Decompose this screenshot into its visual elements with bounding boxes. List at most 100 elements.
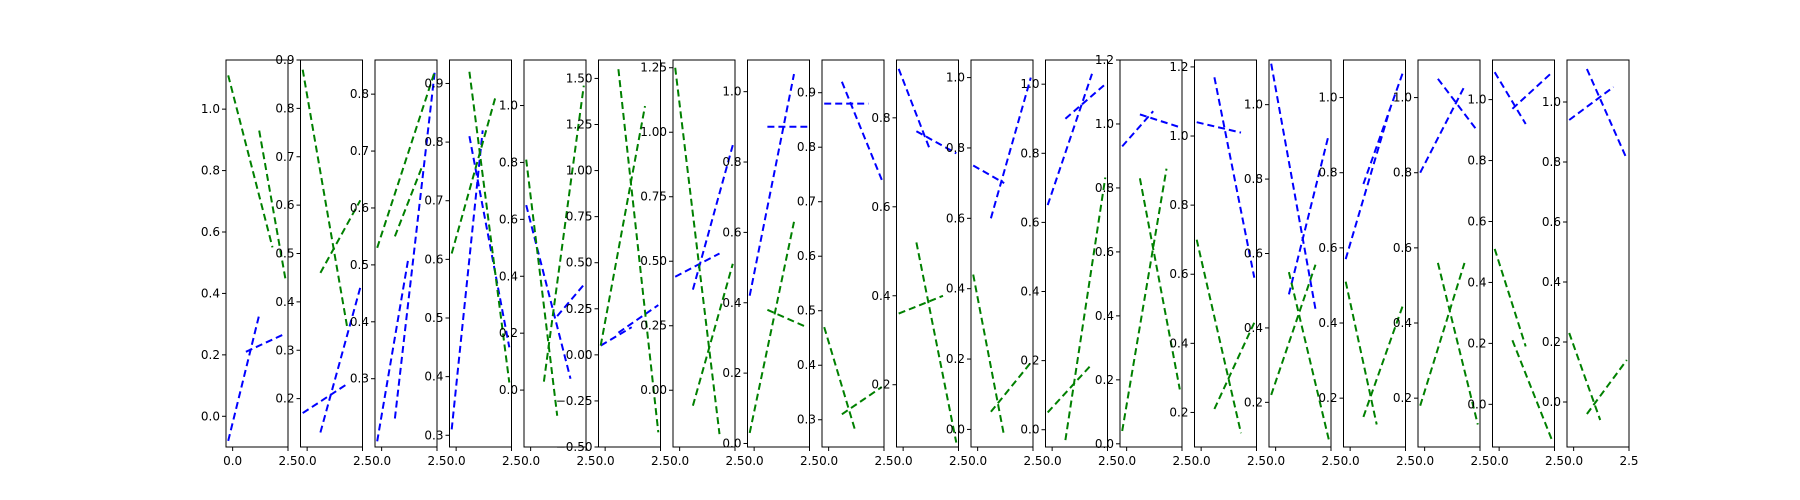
series-line-1-segment-1	[1568, 86, 1615, 121]
y-tick-label: 0.2	[1169, 405, 1188, 419]
x-tick-label: 0.0	[968, 454, 987, 468]
y-tick-label: 0.8	[424, 135, 443, 149]
y-tick-label: 0.4	[201, 286, 220, 300]
series-line-2-segment-2	[1511, 339, 1554, 442]
y-tick-label: 0.2	[1318, 391, 1337, 405]
series-line-2-segment-2	[1213, 322, 1256, 410]
y-tick-label: 0.6	[797, 249, 816, 263]
series-line-2-segment-1	[972, 274, 1006, 437]
x-tick-label: 2.5	[353, 454, 372, 468]
y-tick-label: 1.25	[640, 61, 667, 75]
y-tick-label: 0.4	[722, 296, 741, 310]
y-tick-label: 0.6	[1393, 241, 1412, 255]
y-tick-label: 0.6	[350, 201, 369, 215]
y-tick-label: 0.2	[1020, 354, 1039, 368]
series-line-2-segment-2	[542, 85, 585, 382]
series-line-2-segment-2	[319, 199, 362, 274]
series-line-1-segment-1	[1196, 121, 1242, 134]
series-line-1-segment-2	[1139, 113, 1181, 129]
series-line-2-segment-1	[1121, 168, 1168, 432]
series-line-2-segment-1	[1344, 281, 1378, 425]
y-tick-label: 0.0	[722, 436, 741, 450]
y-tick-label: 0.2	[722, 366, 741, 380]
y-tick-label: 0.2	[946, 352, 965, 366]
subplot-13: 0.00.20.40.60.81.01.20.0 2.5	[1095, 53, 1192, 468]
y-tick-label: −0.50	[556, 440, 593, 454]
y-tick-label: 0.0	[201, 409, 220, 423]
series-line-2-segment-1	[1493, 248, 1527, 347]
series-line-2-segment-1	[599, 105, 646, 346]
series-line-2-segment-1	[1419, 262, 1466, 406]
x-tick-label: 2.5	[1023, 454, 1042, 468]
series-line-2-segment-1	[823, 326, 857, 431]
y-tick-label: 0.4	[1020, 285, 1039, 299]
series-line-1-segment-2	[617, 304, 659, 334]
series-line-1-segment-2	[393, 71, 436, 419]
y-tick-label: 0.50	[640, 254, 667, 268]
y-tick-label: 0.8	[722, 155, 741, 169]
subplot-2: 0.20.30.40.50.60.70.80.90.0 2.5	[275, 53, 372, 468]
y-tick-label: 0.0	[499, 383, 518, 397]
axes-frame	[672, 59, 736, 448]
x-tick-label: 2.5	[874, 454, 893, 468]
series-line-1-segment-2	[989, 77, 1032, 219]
subplot-12: 0.00.20.40.60.81.00.0 2.5	[1020, 59, 1117, 468]
series-line-2-segment-1	[450, 94, 497, 254]
y-tick-label: 0.8	[1169, 198, 1188, 212]
series-line-1-segment-1	[525, 204, 572, 379]
y-tick-label: 0.8	[1318, 166, 1337, 180]
x-tick-label: 2.5	[1470, 454, 1489, 468]
y-tick-label: 0.5	[424, 311, 443, 325]
series-line-1-segment-1	[1270, 63, 1317, 310]
y-tick-label: 0.6	[1169, 267, 1188, 281]
series-line-1-segment-1	[600, 326, 633, 347]
y-tick-label: 0.75	[640, 190, 667, 204]
series-line-2-segment-2	[841, 386, 883, 416]
series-line-2-segment-1	[227, 75, 274, 248]
series-line-1-segment-2	[1585, 68, 1628, 160]
y-tick-label: 0.8	[871, 111, 890, 125]
y-tick-label: 0.6	[946, 211, 965, 225]
y-tick-label: 0.6	[275, 198, 294, 212]
axes-frame	[1417, 59, 1481, 448]
x-tick-label: 0.0	[1117, 454, 1136, 468]
series-line-1-segment-1	[302, 383, 348, 414]
series-line-2-segment-2	[258, 130, 287, 282]
series-line-2-segment-1	[748, 221, 795, 434]
axes-frame	[1045, 59, 1108, 448]
x-tick-label: 0.0	[819, 454, 838, 468]
axes-frame	[1566, 59, 1630, 448]
x-tick-label: 2.5	[725, 454, 744, 468]
y-tick-label: 1.0	[1244, 98, 1263, 112]
y-tick-label: 0.6	[722, 225, 741, 239]
series-line-1-segment-1	[376, 259, 410, 442]
series-line-1-segment-1	[748, 73, 795, 296]
x-tick-label: 0.0	[1192, 454, 1211, 468]
x-tick-label: 0.0	[223, 454, 242, 468]
x-tick-label: 2.5	[651, 454, 670, 468]
series-line-1-segment-2	[1213, 77, 1256, 278]
series-line-1-segment-1	[1493, 71, 1527, 125]
series-line-2-segment-2	[468, 71, 511, 383]
y-tick-label: 0.0	[1542, 395, 1561, 409]
series-line-1-segment-2	[1064, 83, 1106, 120]
y-tick-label: 1.25	[566, 118, 593, 132]
subplot-10: 0.20.40.60.80.0 2.5	[871, 59, 968, 468]
y-tick-label: 0.4	[797, 358, 816, 372]
series-line-2-segment-2	[691, 263, 734, 406]
series-line-1-segment-2	[1287, 134, 1330, 295]
y-tick-label: 0.3	[424, 428, 443, 442]
y-tick-label: 1.2	[1169, 60, 1188, 74]
y-tick-label: 0.2	[1542, 335, 1561, 349]
axes-frame	[523, 59, 587, 448]
series-line-2-segment-1	[1568, 332, 1602, 421]
y-tick-label: 0.8	[1244, 172, 1263, 186]
y-tick-label: 0.4	[871, 289, 890, 303]
y-tick-label: 0.4	[1244, 321, 1263, 335]
y-tick-label: 0.8	[797, 140, 816, 154]
y-tick-label: 0.2	[1393, 391, 1412, 405]
series-line-2-segment-2	[1586, 359, 1628, 415]
x-tick-label: 2.5	[1172, 454, 1191, 468]
series-line-2-segment-2	[1362, 303, 1405, 418]
subplot-5: 0.00.20.40.60.81.00.0 2.5	[499, 59, 596, 468]
